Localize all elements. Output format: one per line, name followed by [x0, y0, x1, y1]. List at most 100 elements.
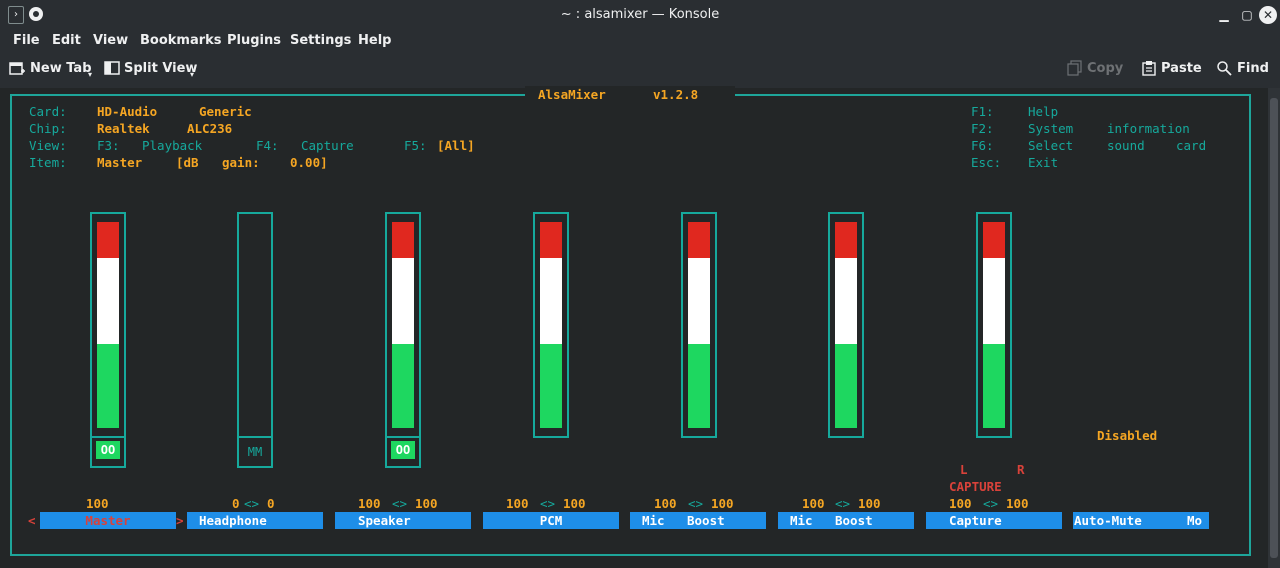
- mic-boost-2-right-value: 100: [858, 496, 881, 511]
- mic-boost-1-label-a: Mic: [642, 513, 665, 528]
- split-view-icon[interactable]: [104, 60, 120, 76]
- capture-right-value: 100: [1006, 496, 1029, 511]
- speaker-label[interactable]: Speaker: [335, 512, 471, 529]
- frame-title-gap: [525, 86, 735, 104]
- mic-boost-1-volume-meter[interactable]: [681, 212, 717, 438]
- headphone-label[interactable]: Headphone: [187, 512, 323, 529]
- window-title: ~ : alsamixer — Konsole: [560, 7, 720, 22]
- pcm-right-value: 100: [563, 496, 586, 511]
- mic-boost-2-left-value: 100: [802, 496, 825, 511]
- menu-settings[interactable]: Settings: [290, 33, 352, 48]
- new-tab-icon[interactable]: [9, 60, 25, 76]
- help-esc-text: Exit: [1028, 155, 1059, 170]
- search-icon[interactable]: [1216, 60, 1232, 76]
- menu-view[interactable]: View: [93, 33, 129, 48]
- pcm-separator: <>: [540, 496, 556, 511]
- mic-boost-2-volume-meter[interactable]: [828, 212, 864, 438]
- item-value-1: Master: [97, 155, 143, 170]
- headphone-label-text: Headphone: [199, 513, 267, 528]
- pcm-left-value: 100: [506, 496, 529, 511]
- view-f4-key: F4:: [256, 138, 279, 153]
- menu-bookmarks[interactable]: Bookmarks: [140, 33, 222, 48]
- capture-volume-meter[interactable]: [976, 212, 1012, 438]
- maximize-icon[interactable]: ▢: [1241, 8, 1253, 22]
- help-f1-text: Help: [1028, 104, 1059, 119]
- paste-button[interactable]: Paste: [1161, 61, 1202, 76]
- help-f6-text-1: Select: [1028, 138, 1074, 153]
- help-f2-text-2: information: [1107, 121, 1190, 136]
- view-all: [All]: [437, 138, 475, 153]
- copy-icon[interactable]: [1067, 60, 1083, 76]
- mic-boost-1-label-b: Boost: [687, 513, 725, 528]
- speaker-separator: <>: [392, 496, 408, 511]
- view-f3-key: F3:: [97, 138, 120, 153]
- headphone-right-value: 0: [267, 496, 275, 511]
- pin-icon[interactable]: [29, 7, 43, 21]
- help-f1-key: F1:: [971, 104, 994, 119]
- capture-label-text: Capture: [949, 513, 1002, 528]
- mic-boost-1-left-value: 100: [654, 496, 677, 511]
- capture-label[interactable]: Capture: [926, 512, 1062, 529]
- terminal-area[interactable]: [0, 88, 1268, 568]
- mic-boost-1-separator: <>: [688, 496, 704, 511]
- master-volume-value: 100: [86, 496, 109, 511]
- headphone-volume-meter[interactable]: [237, 212, 273, 438]
- paste-icon[interactable]: [1141, 60, 1157, 76]
- mic-boost-1-label[interactable]: Mic Boost: [630, 512, 766, 529]
- view-label: View:: [29, 138, 67, 153]
- auto-mute-label-b: Mo: [1187, 513, 1203, 528]
- menu-edit[interactable]: Edit: [52, 33, 81, 48]
- toolbar: [0, 52, 1280, 88]
- close-icon[interactable]: ✕: [1259, 6, 1277, 24]
- card-label: Card:: [29, 104, 67, 119]
- new-tab-dropdown-icon[interactable]: ▾: [88, 70, 93, 79]
- split-view-button[interactable]: Split View: [124, 61, 198, 76]
- title-bar: [0, 0, 1280, 30]
- headphone-switch-state: MM: [247, 445, 263, 459]
- headphone-mute-switch[interactable]: MM: [237, 434, 273, 468]
- master-switch-state: OO: [96, 441, 120, 459]
- mic-boost-2-label[interactable]: Mic Boost: [778, 512, 914, 529]
- help-f6-text-2: sound: [1107, 138, 1145, 153]
- capture-right-flag: R: [1017, 462, 1025, 477]
- auto-mute-label-a: Auto-Mute: [1074, 513, 1142, 528]
- view-playback: Playback: [142, 138, 203, 153]
- help-f6-key: F6:: [971, 138, 994, 153]
- capture-separator: <>: [983, 496, 999, 511]
- new-tab-button[interactable]: New Tab: [30, 61, 92, 76]
- minimize-icon[interactable]: ▁: [1219, 8, 1229, 22]
- app-version: v1.2.8: [653, 87, 699, 102]
- mic-boost-1-right-value: 100: [711, 496, 734, 511]
- pcm-label[interactable]: PCM: [483, 512, 619, 529]
- master-label[interactable]: Master: [40, 512, 176, 529]
- mic-boost-2-separator: <>: [835, 496, 851, 511]
- capture-left-value: 100: [949, 496, 972, 511]
- item-label: Item:: [29, 155, 67, 170]
- capture-left-flag: L: [960, 462, 968, 477]
- speaker-volume-meter[interactable]: [385, 212, 421, 438]
- master-volume-meter[interactable]: [90, 212, 126, 438]
- app-name: AlsaMixer: [538, 87, 606, 102]
- auto-mute-label[interactable]: Auto-Mute Mo: [1073, 512, 1209, 529]
- speaker-label-text: Speaker: [358, 513, 411, 528]
- card-value-2: Generic: [199, 104, 252, 119]
- split-view-dropdown-icon[interactable]: ▾: [190, 70, 195, 79]
- master-mute-switch[interactable]: OO: [90, 434, 126, 468]
- find-button[interactable]: Find: [1237, 61, 1269, 76]
- mic-boost-2-label-a: Mic: [790, 513, 813, 528]
- menu-help[interactable]: Help: [358, 33, 392, 48]
- chip-value-2: ALC236: [187, 121, 233, 136]
- menu-file[interactable]: File: [13, 33, 40, 48]
- menu-plugins[interactable]: Plugins: [227, 33, 281, 48]
- pcm-volume-meter[interactable]: [533, 212, 569, 438]
- terminal-app-icon: ›: [8, 6, 24, 24]
- help-f6-text-3: card: [1176, 138, 1207, 153]
- menu-bar: [0, 30, 1280, 52]
- copy-button[interactable]: Copy: [1087, 61, 1124, 76]
- scrollbar-thumb[interactable]: [1270, 98, 1278, 558]
- speaker-switch-state: OO: [391, 441, 415, 459]
- speaker-right-value: 100: [415, 496, 438, 511]
- selector-left-arrow: <: [28, 513, 36, 528]
- speaker-mute-switch[interactable]: OO: [385, 434, 421, 468]
- chip-value-1: Realtek: [97, 121, 150, 136]
